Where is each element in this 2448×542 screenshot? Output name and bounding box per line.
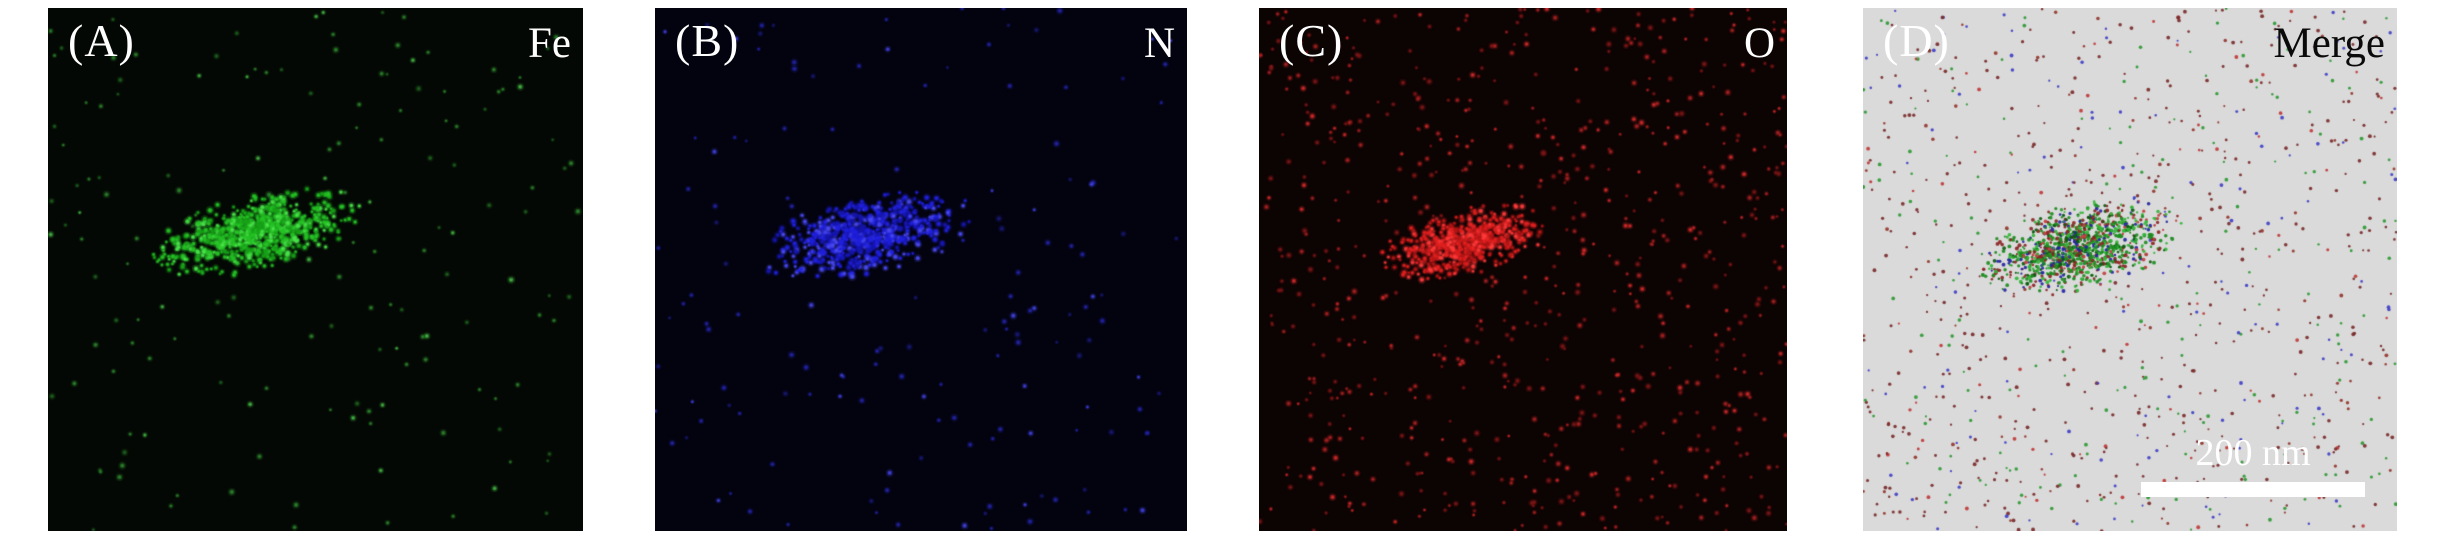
o-map-image <box>1259 8 1787 531</box>
panel-merge-map: (D) Merge 200 nm <box>1863 8 2397 531</box>
element-symbol-label: N <box>1143 20 1175 67</box>
merge-map-image <box>1863 8 2397 531</box>
panel-fe-map: (A) Fe <box>48 8 583 531</box>
scale-bar-line <box>2141 482 2365 497</box>
panel-letter-label: (C) <box>1279 15 1344 66</box>
panel-letter-label: (A) <box>68 15 135 66</box>
element-symbol-label: O <box>1743 20 1775 67</box>
fe-map-image <box>48 8 583 531</box>
panel-o-map: (C) O <box>1259 8 1787 531</box>
panel-n-map: (B) N <box>655 8 1187 531</box>
merge-label: Merge <box>2273 20 2385 67</box>
n-map-image <box>655 8 1187 531</box>
scale-bar-label: 200 nm <box>2195 432 2311 474</box>
scale-bar: 200 nm <box>2141 434 2365 497</box>
panel-letter-label: (B) <box>675 15 740 66</box>
element-symbol-label: Fe <box>528 20 571 67</box>
panel-letter-label: (D) <box>1883 15 1950 66</box>
